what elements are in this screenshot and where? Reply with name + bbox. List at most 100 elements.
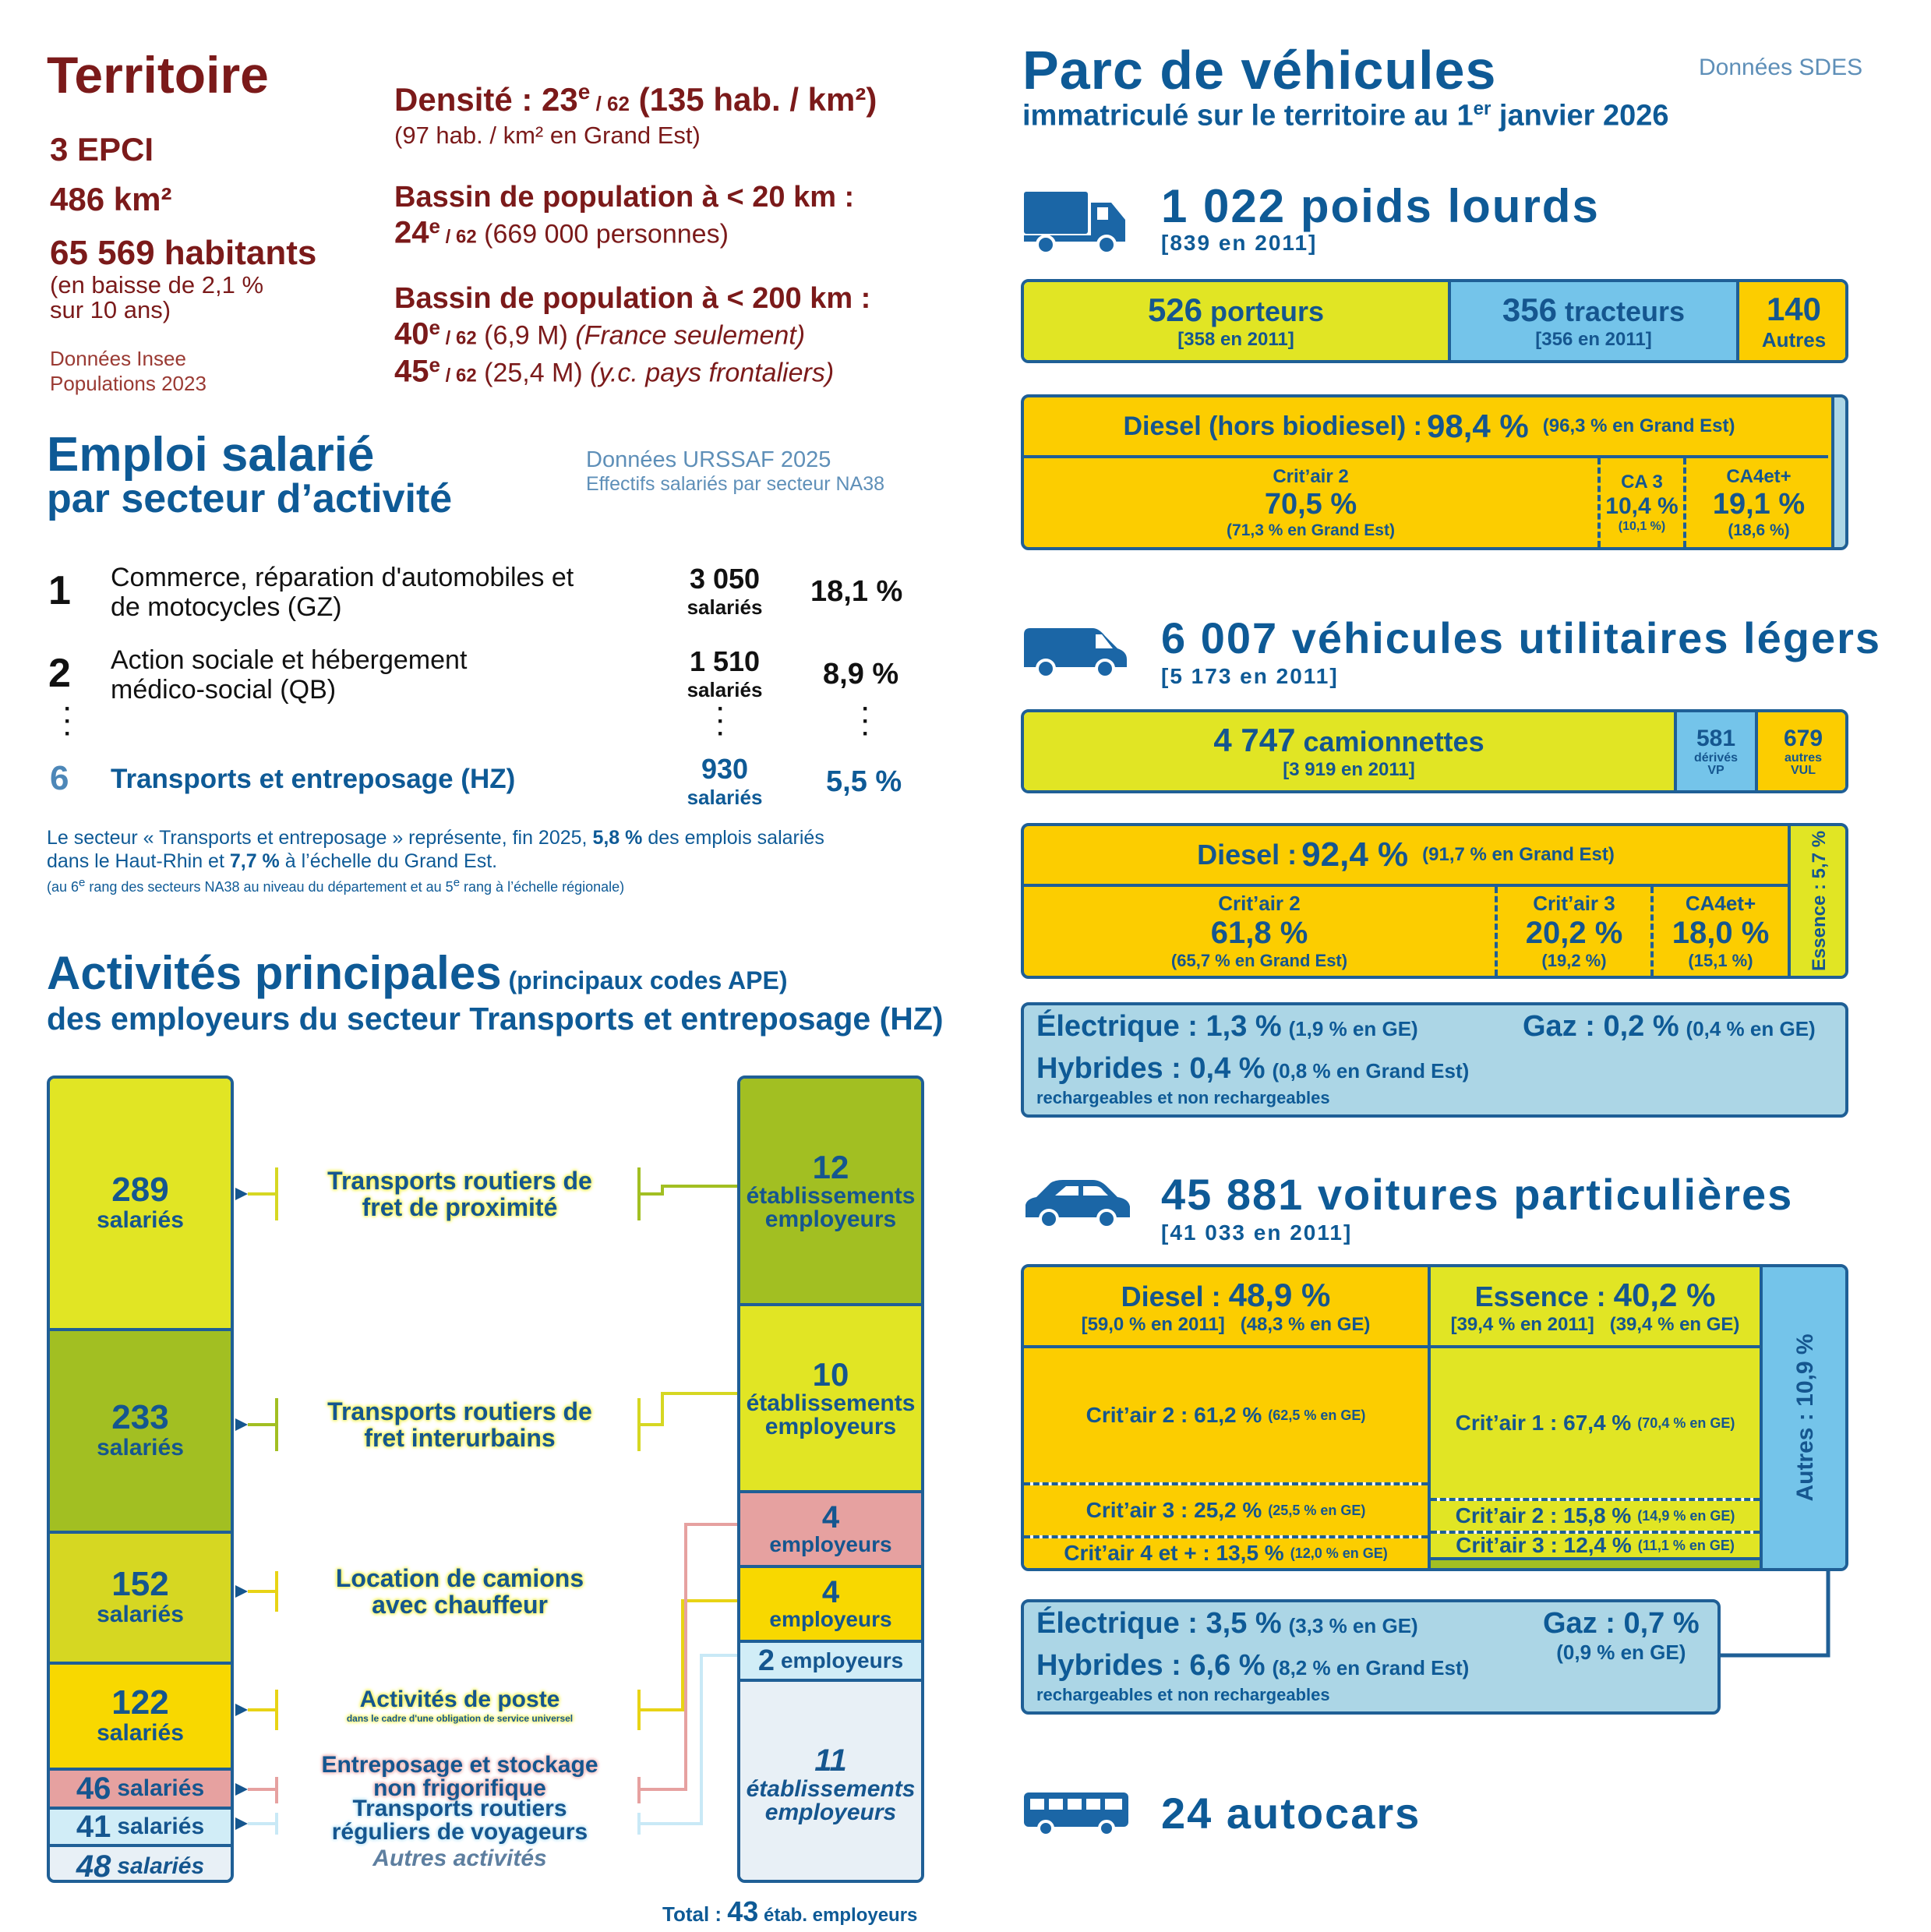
vp-diesel-critair2: Crit’air 2 : 61,2 % (62,5 % en GE) [1024, 1348, 1428, 1482]
sector-6-label: Transports et entreposage (HZ) [111, 764, 516, 794]
pl-ref: [839 en 2011] [1161, 231, 1318, 255]
sector-2-pct: 8,9 % [823, 658, 899, 691]
vul-electrique: Électrique : 1,3 % (1,9 % en GE) [1036, 1010, 1418, 1043]
territoire-title: Territoire [47, 46, 269, 104]
pl-energie-bar: Diesel (hors biodiesel) : 98,4 % (96,3 % … [1021, 394, 1848, 550]
vp-ref: [41 033 en 2011] [1161, 1220, 1353, 1245]
vul-critair4: CA4et+ 18,0 % (15,1 %) [1672, 892, 1770, 970]
salaries-block-location-camions: 152 salariés [50, 1531, 231, 1662]
pl-porteurs: 526 porteurs [358 en 2011] [1024, 282, 1448, 360]
rank-2-icon: 2 [48, 651, 71, 696]
salaries-block-voyageurs: 41 salariés [50, 1807, 231, 1844]
sector-2-label: Action sociale et hébergement médico-soci… [111, 645, 468, 705]
activites-subtitle: des employeurs du secteur Transports et … [47, 1001, 944, 1037]
etab-block-poste: 4 employeurs [740, 1565, 921, 1640]
parc-title: Parc de véhicules [1022, 40, 1497, 101]
vp-hybrides: Hybrides : 6,6 % (8,2 % en Grand Est) [1036, 1649, 1470, 1682]
emploi-title: Emploi salarié par secteur d’activité [47, 428, 453, 521]
densite-block: Densité : 23e / 62 (135 hab. / km²) (97 … [394, 79, 877, 149]
vul-types-bar: 4 747 camionnettes [3 919 en 2011] 581 dé… [1021, 709, 1848, 793]
sector-6-pct: 5,5 % [826, 765, 902, 798]
pl-diesel: Diesel (hors biodiesel) : 98,4 % (96,3 % … [1123, 408, 1735, 444]
salaries-block-poste: 122 salariés [50, 1662, 231, 1768]
vp-gaz: Gaz : 0,7 % (0,9 % en GE) [1543, 1607, 1700, 1664]
activites-title: Activités principales (principaux codes … [47, 947, 788, 999]
vul-gaz: Gaz : 0,2 % (0,4 % en GE) [1523, 1010, 1816, 1043]
total-etablissements: Total : 43 étab. employeurs [662, 1895, 918, 1927]
van-icon [1024, 628, 1127, 679]
salaries-block-autres: 48 salariés [50, 1844, 231, 1880]
ellipsis-2: · · · [717, 696, 725, 747]
vp-alt-energies: Électrique : 3,5 % (3,3 % en GE) Gaz : 0… [1021, 1599, 1721, 1715]
label-fret-interurbains: Transports routiers de fret interurbains [327, 1397, 592, 1452]
parc-subtitle: immatriculé sur le territoire au 1er jan… [1022, 98, 1669, 132]
vp-essence-critair2: Crit’air 2 : 15,8 % (14,9 % en GE) [1431, 1501, 1760, 1531]
bassin-200-block: Bassin de population à < 200 km : 40e / … [394, 282, 871, 389]
pl-tracteurs: 356 tracteurs [356 en 2011] [1451, 282, 1736, 360]
pl-critair4: CA4et+ 19,1 % (18,6 %) [1712, 465, 1806, 539]
vp-energie-bar: Diesel : 48,9 % [59,0 % en 2011] (48,3 %… [1021, 1264, 1848, 1571]
salaries-column: 289 salariés 233 salariés 152 salariés 122 s… [47, 1075, 234, 1883]
vp-autres: Autres : 10,9 % [1760, 1267, 1845, 1568]
population-trend: (en baisse de 2,1 % sur 10 ans) [50, 271, 264, 323]
autocars-title: 24 autocars [1161, 1789, 1421, 1838]
rank-1-icon: 1 [48, 568, 71, 613]
vul-camionnettes: 4 747 camionnettes [3 919 en 2011] [1024, 712, 1674, 790]
vul-ref: [5 173 en 2011] [1161, 664, 1339, 688]
sector-1-label: Commerce, réparation d'automobiles et de … [111, 563, 574, 622]
etab-block-entreposage: 4 employeurs [740, 1490, 921, 1565]
vp-diesel: Diesel : 48,9 % [59,0 % en 2011] (48,3 %… [1024, 1267, 1428, 1345]
vul-autres: 679 autres VUL [1758, 712, 1845, 790]
label-location-camions: Location de camions avec chauffeur [335, 1564, 584, 1619]
salaries-block-fret-interurbains: 233 salariés [50, 1328, 231, 1531]
pl-critair3: CA 3 10,4 % (10,1 %) [1605, 472, 1679, 533]
vp-essence-critair3: Crit’air 3 : 12,4 % (11,1 % en GE) [1431, 1533, 1760, 1557]
insee-source: Données Insee Populations 2023 [50, 347, 207, 395]
vul-essence: Essence : 5,7 % [1788, 826, 1845, 976]
salaries-block-entreposage: 46 salariés [50, 1768, 231, 1807]
bus-icon [1024, 1792, 1128, 1837]
vul-hybrides: Hybrides : 0,4 % (0,8 % en Grand Est) [1036, 1052, 1470, 1085]
etab-block-autres: 11 établissements employeurs [740, 1679, 921, 1880]
urssaf-source: Données URSSAF 2025 Effectifs salariés p… [586, 447, 885, 495]
sector-1-pct: 18,1 % [810, 575, 903, 608]
vp-electrique: Électrique : 3,5 % (3,3 % en GE) [1036, 1607, 1418, 1640]
sector-2-count: 1 510 salariés [687, 645, 763, 701]
ellipsis-3: · · · [862, 696, 870, 747]
vp-title: 45 881 voitures particulières [1161, 1170, 1794, 1219]
vp-essence: Essence : 40,2 % [39,4 % en 2011] (39,4 … [1431, 1267, 1760, 1345]
emploi-note: Le secteur « Transports et entreposage »… [47, 827, 824, 895]
etablissements-column: 12 établissements employeurs 10 établisseme… [737, 1075, 924, 1883]
salaries-block-fret-proximite: 289 salariés [50, 1079, 231, 1328]
habitants: 65 569 habitants [50, 234, 317, 272]
sector-1-count: 3 050 salariés [687, 563, 763, 619]
vp-diesel-critair3: Crit’air 3 : 25,2 % (25,5 % en GE) [1024, 1485, 1428, 1535]
vp-diesel-critair4: Crit’air 4 et + : 13,5 % (12,0 % en GE) [1024, 1538, 1428, 1568]
vul-title: 6 007 véhicules utilitaires légers [1161, 613, 1882, 662]
vul-alt-energies: Électrique : 1,3 % (1,9 % en GE) Gaz : 0… [1021, 1002, 1848, 1118]
label-poste: Activités de poste dans le cadre d'une ob… [346, 1687, 574, 1724]
label-entreposage: Entreposage et stockage non frigorifique [321, 1752, 598, 1801]
pl-critair2: Crit’air 2 70,5 % (71,3 % en Grand Est) [1227, 465, 1395, 539]
pl-autres: 140 Autres [1739, 282, 1845, 360]
sector-6-count: 930 salariés [687, 753, 763, 809]
vul-critair3: Crit’air 3 20,2 % (19,2 %) [1525, 892, 1623, 970]
etab-block-fret-proximite: 12 établissements employeurs [740, 1079, 921, 1303]
rank-6-icon: 6 [50, 759, 69, 797]
ellipsis-1: · · · [64, 696, 72, 747]
pl-types-bar: 526 porteurs [358 en 2011] 356 tracteurs… [1021, 279, 1848, 363]
etab-block-voyageurs: 2 employeurs [740, 1640, 921, 1679]
etab-block-fret-interurbains: 10 établissements employeurs [740, 1303, 921, 1490]
bassin-20-block: Bassin de population à < 20 km : 24e / 6… [394, 181, 855, 250]
area: 486 km² [50, 181, 172, 217]
pl-other-energy [1831, 397, 1845, 547]
vul-derives-vp: 581 dérivés VP [1677, 712, 1755, 790]
pl-title: 1 022 poids lourds [1161, 180, 1600, 232]
car-icon [1026, 1180, 1130, 1229]
vp-hybrides-note: rechargeables et non rechargeables [1036, 1685, 1330, 1704]
epci-count: 3 EPCI [50, 131, 154, 168]
truck-icon [1024, 192, 1125, 255]
label-fret-proximite: Transports routiers de fret de proximité [327, 1167, 592, 1221]
vul-critair2: Crit’air 2 61,8 % (65,7 % en Grand Est) [1170, 892, 1348, 970]
vul-diesel: Diesel : 92,4 % (91,7 % en Grand Est) [1197, 835, 1615, 874]
